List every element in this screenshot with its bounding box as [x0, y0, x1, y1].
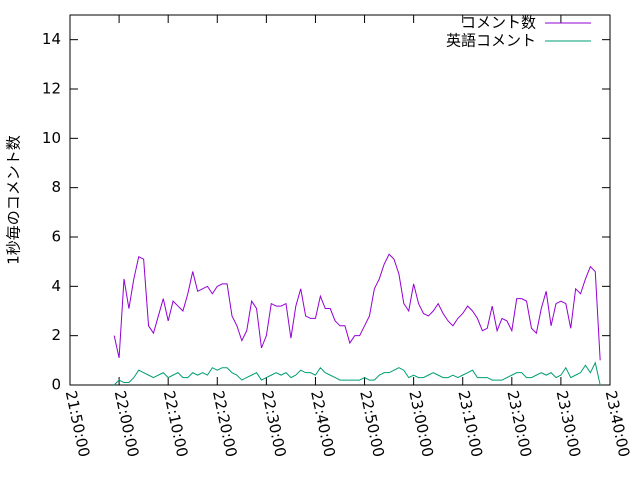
legend-label: コメント数: [461, 14, 536, 32]
y-tick-label: 10: [42, 129, 61, 147]
y-tick-label: 12: [42, 80, 61, 98]
y-tick-label: 8: [51, 178, 61, 196]
x-tick-label: 23:00:00: [405, 389, 437, 459]
x-tick-label: 21:50:00: [62, 389, 94, 459]
x-tick-label: 23:30:00: [553, 389, 585, 459]
y-tick-label: 0: [51, 376, 61, 394]
x-tick-label: 22:30:00: [258, 389, 290, 459]
y-axis-label: 1秒毎のコメント数: [5, 135, 23, 265]
x-tick-label: 23:20:00: [504, 389, 536, 459]
x-tick-label: 22:20:00: [209, 389, 241, 459]
y-tick-label: 6: [51, 228, 61, 246]
legend-label: 英語コメント: [446, 32, 536, 50]
series-line: [113, 361, 601, 386]
y-tick-label: 4: [51, 277, 61, 295]
y-tick-label: 14: [42, 30, 61, 48]
x-tick-label: 22:00:00: [111, 389, 143, 459]
series-line: [113, 253, 601, 361]
x-tick-label: 23:40:00: [602, 389, 634, 459]
x-tick-label: 22:50:00: [356, 389, 388, 459]
plot-frame: [69, 14, 611, 386]
x-tick-label: 22:10:00: [160, 389, 192, 459]
x-tick-label: 22:40:00: [307, 389, 339, 459]
x-tick-label: 23:10:00: [454, 389, 486, 459]
y-tick-label: 2: [51, 326, 61, 344]
